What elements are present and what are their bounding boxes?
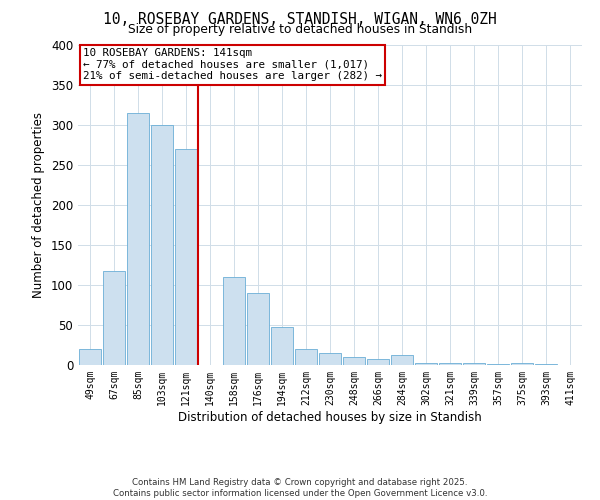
Bar bbox=[415, 362, 437, 365]
Bar bbox=[391, 356, 413, 365]
Bar bbox=[271, 328, 293, 365]
Bar bbox=[463, 362, 485, 365]
Bar bbox=[343, 357, 365, 365]
Text: 10 ROSEBAY GARDENS: 141sqm
← 77% of detached houses are smaller (1,017)
21% of s: 10 ROSEBAY GARDENS: 141sqm ← 77% of deta… bbox=[83, 48, 382, 82]
Bar bbox=[103, 270, 125, 365]
Text: Size of property relative to detached houses in Standish: Size of property relative to detached ho… bbox=[128, 22, 472, 36]
Bar bbox=[511, 364, 533, 365]
Bar bbox=[175, 149, 197, 365]
Bar bbox=[79, 349, 101, 365]
Bar bbox=[535, 364, 557, 365]
Text: 10, ROSEBAY GARDENS, STANDISH, WIGAN, WN6 0ZH: 10, ROSEBAY GARDENS, STANDISH, WIGAN, WN… bbox=[103, 12, 497, 28]
X-axis label: Distribution of detached houses by size in Standish: Distribution of detached houses by size … bbox=[178, 410, 482, 424]
Text: Contains HM Land Registry data © Crown copyright and database right 2025.
Contai: Contains HM Land Registry data © Crown c… bbox=[113, 478, 487, 498]
Bar bbox=[295, 349, 317, 365]
Bar bbox=[487, 364, 509, 365]
Bar bbox=[223, 277, 245, 365]
Bar bbox=[247, 293, 269, 365]
Y-axis label: Number of detached properties: Number of detached properties bbox=[32, 112, 46, 298]
Bar bbox=[151, 125, 173, 365]
Bar bbox=[319, 353, 341, 365]
Bar bbox=[439, 364, 461, 365]
Bar bbox=[127, 113, 149, 365]
Bar bbox=[367, 358, 389, 365]
